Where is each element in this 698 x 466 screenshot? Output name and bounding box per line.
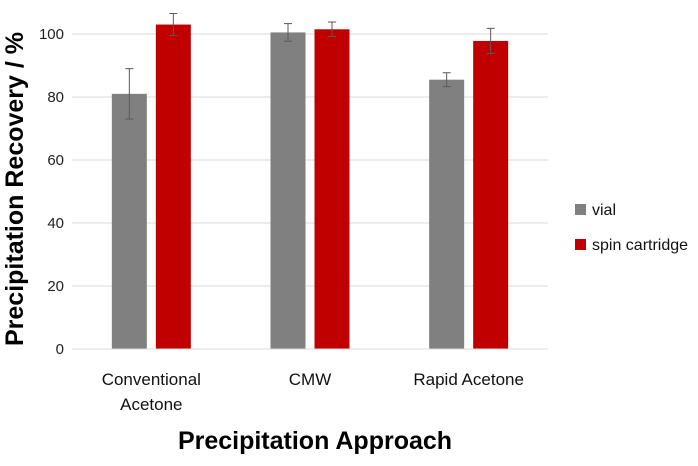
legend-item-spin-cartridge: spin cartridge bbox=[575, 237, 688, 254]
y-axis-title: Precipitation Recovery / % bbox=[1, 32, 29, 346]
x-category-label: Conventional Acetone bbox=[102, 370, 201, 414]
error-bar bbox=[442, 72, 451, 88]
y-tick-label: 80 bbox=[47, 89, 64, 106]
x-category-label: Rapid Acetone bbox=[413, 370, 524, 389]
legend-swatch bbox=[575, 204, 586, 215]
x-axis-title: Precipitation Approach bbox=[178, 427, 452, 455]
legend-label: vial bbox=[592, 202, 616, 219]
legend-swatch bbox=[575, 239, 586, 250]
y-tick-label: 100 bbox=[39, 26, 64, 43]
bar-spin-cartridge-1 bbox=[314, 29, 350, 350]
bars bbox=[111, 24, 509, 350]
error-bar bbox=[284, 23, 292, 42]
legend: vial spin cartridge bbox=[575, 202, 688, 254]
bar-vial-2 bbox=[429, 79, 465, 350]
y-tick-label: 20 bbox=[47, 278, 64, 295]
legend-item-vial: vial bbox=[575, 202, 616, 219]
error-bar bbox=[328, 21, 336, 38]
bar-spin-cartridge-0 bbox=[155, 24, 191, 350]
error-bar bbox=[169, 13, 178, 37]
error-bar bbox=[486, 27, 495, 55]
x-category-label: CMW bbox=[289, 370, 331, 389]
y-tick-label: 0 bbox=[56, 341, 64, 358]
error-bars bbox=[125, 13, 495, 120]
y-tick-label: 60 bbox=[47, 152, 64, 169]
bar-spin-cartridge-2 bbox=[473, 40, 509, 350]
y-tick-label: 40 bbox=[47, 215, 64, 232]
error-bar bbox=[125, 68, 134, 120]
y-axis-ticks: 0 20 40 60 80 100 bbox=[39, 26, 64, 358]
legend-label: spin cartridge bbox=[592, 237, 688, 254]
bar-vial-0 bbox=[111, 93, 147, 349]
grid-lines bbox=[72, 33, 548, 287]
x-axis-categories: Conventional Acetone CMW Rapid Acetone bbox=[102, 370, 524, 414]
bar-vial-1 bbox=[270, 32, 306, 350]
